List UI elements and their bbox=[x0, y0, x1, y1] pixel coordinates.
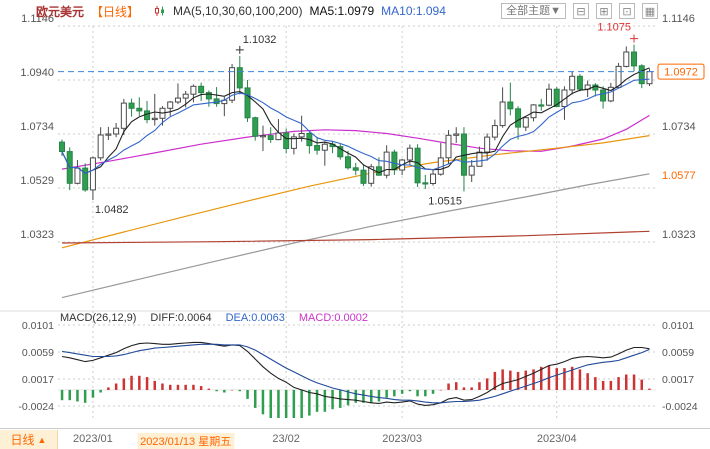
x-axis-label: 2023/01 bbox=[73, 433, 113, 445]
macd-hist-value: MACD:0.0002 bbox=[298, 312, 368, 324]
svg-text:-0.0024: -0.0024 bbox=[18, 401, 54, 413]
svg-text:1.0734: 1.0734 bbox=[20, 121, 54, 133]
ma10-value: MA10:1.094 bbox=[381, 4, 446, 18]
macd-params-label: MACD(26,12,9) bbox=[60, 312, 137, 324]
x-axis-selected-date: 2023/01/13 星期五 bbox=[137, 433, 235, 449]
x-axis-label: 2023/03 bbox=[382, 433, 422, 445]
annotation-layer: 1.1032 1.1075 1.0482 1.0515 bbox=[95, 22, 639, 216]
macd-layer bbox=[60, 341, 651, 418]
tab-daily-label: 日线 bbox=[10, 433, 35, 447]
svg-text:0.0017: 0.0017 bbox=[662, 374, 694, 386]
svg-text:1.1075: 1.1075 bbox=[597, 22, 631, 34]
svg-text:1.1146: 1.1146 bbox=[21, 13, 54, 25]
svg-text:0.0101: 0.0101 bbox=[662, 320, 694, 332]
period-tag: 【日线】 bbox=[91, 4, 140, 19]
svg-text:1.0323: 1.0323 bbox=[662, 229, 696, 241]
svg-text:0.0101: 0.0101 bbox=[22, 320, 54, 332]
theme-dropdown[interactable]: 全部主题▼ bbox=[501, 3, 566, 19]
ma5-value: MA5:1.0979 bbox=[309, 4, 375, 18]
chart-header: 欧元美元 【日线】 MA(5,10,30,60,100,200) MA5:1.0… bbox=[0, 0, 710, 22]
ma-settings-label: MA(5,10,30,60,100,200) bbox=[173, 4, 303, 18]
x-axis-bar: 日线 ▲ 2023/01 2023/01/13 星期五 23/02 2023/03 20… bbox=[0, 428, 710, 449]
svg-text:0.0059: 0.0059 bbox=[22, 347, 54, 359]
layout-split-2-icon[interactable]: ⊞ bbox=[596, 3, 612, 19]
x-axis-label: 23/02 bbox=[272, 433, 300, 445]
macd-diff-value: DIFF:0.0064 bbox=[150, 312, 212, 324]
svg-text:1.0515: 1.0515 bbox=[428, 195, 462, 207]
layout-split-3-icon[interactable]: ⊡ bbox=[619, 3, 635, 19]
ma-overlay-layer bbox=[61, 114, 650, 299]
current-price-layer: 1.0972 bbox=[58, 63, 705, 80]
svg-text:1.0734: 1.0734 bbox=[662, 121, 696, 133]
svg-text:1.0323: 1.0323 bbox=[20, 229, 54, 241]
grid-layer bbox=[0, 25, 710, 418]
kline-icon bbox=[154, 5, 166, 17]
svg-text:1.0482: 1.0482 bbox=[95, 204, 129, 216]
svg-text:1.1146: 1.1146 bbox=[662, 13, 695, 25]
ma-short-layer bbox=[61, 67, 650, 174]
svg-text:1.0529: 1.0529 bbox=[20, 175, 54, 187]
tab-daily[interactable]: 日线 ▲ bbox=[0, 430, 58, 449]
x-axis-label: 2023/04 bbox=[536, 433, 577, 445]
macd-header: MACD(26,12,9) DIFF:0.0064 DEA:0.0063 MAC… bbox=[60, 312, 368, 324]
svg-text:0.0059: 0.0059 bbox=[662, 347, 694, 359]
svg-text:1.1032: 1.1032 bbox=[243, 34, 277, 46]
layout-single-icon[interactable]: ⊟ bbox=[573, 3, 589, 19]
svg-text:-0.0024: -0.0024 bbox=[662, 401, 698, 413]
triangle-up-icon: ▲ bbox=[37, 434, 47, 445]
svg-text:1.0940: 1.0940 bbox=[20, 67, 54, 79]
svg-text:1.0577: 1.0577 bbox=[662, 170, 696, 182]
svg-text:1.0972: 1.0972 bbox=[664, 66, 698, 78]
macd-dea-value: DEA:0.0063 bbox=[225, 312, 285, 324]
layout-grid-icon[interactable]: ▦ bbox=[642, 3, 658, 19]
svg-text:0.0017: 0.0017 bbox=[22, 374, 54, 386]
symbol-name: 欧元美元 bbox=[36, 4, 85, 19]
axis-label-layer: 1.1146 1.0940 1.0734 1.0529 1.0323 1.1146 1.07… bbox=[18, 13, 697, 413]
